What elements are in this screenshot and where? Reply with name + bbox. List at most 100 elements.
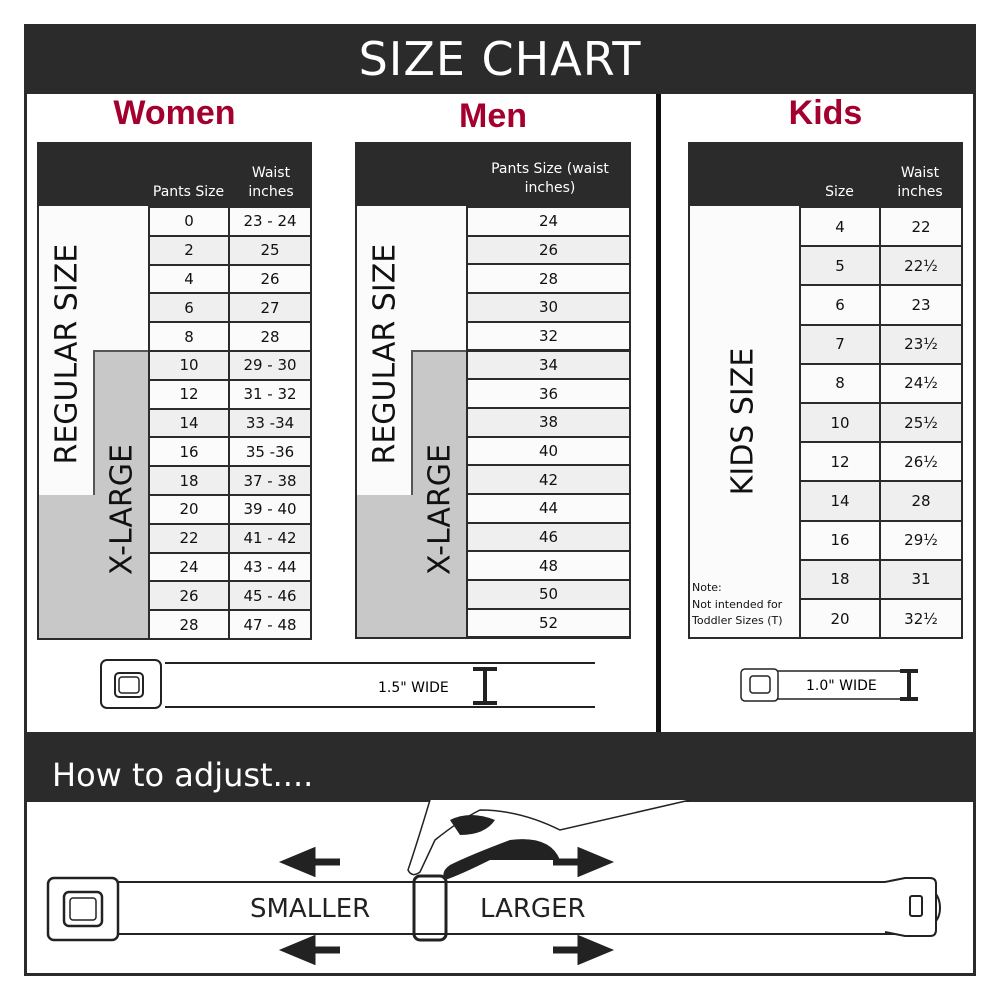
kids-waist-cell: 23 <box>879 284 963 326</box>
women-pants-size-cell: 28 <box>148 609 230 640</box>
women-pants-size-cell: 26 <box>148 580 230 612</box>
kids-table: Size Waist inches KIDS SIZE Note: Not in… <box>688 142 963 640</box>
adult-belt-width: 1.5" WIDE <box>378 680 449 696</box>
kids-region <box>690 206 799 637</box>
women-pants-size-cell: 10 <box>148 350 230 381</box>
women-waist-cell: 37 - 38 <box>228 465 312 496</box>
kids-waist-cell: 29½ <box>879 519 963 561</box>
arrow-left-icon <box>278 846 340 878</box>
women-pants-size-cell: 24 <box>148 551 230 583</box>
kids-size-cell: 18 <box>799 558 881 600</box>
how-to-adjust-title: How to adjust.... <box>24 732 976 802</box>
kids-waist-header: Waist inches <box>897 165 943 200</box>
kids-waist-cell: 23½ <box>879 323 963 365</box>
arrow-left-icon <box>278 934 340 966</box>
kids-size-cell: 6 <box>799 284 881 326</box>
women-pants-size-cell: 8 <box>148 321 230 352</box>
women-xlarge-label: X-LARGE <box>104 444 140 575</box>
men-pants-size-cell: 44 <box>466 493 631 524</box>
adjust-belt-illustration <box>46 800 942 966</box>
women-pants-size-cell: 4 <box>148 263 230 295</box>
kids-waist-cell: 22½ <box>879 245 963 287</box>
kids-note-text: Not intended for Toddler Sizes (T) <box>692 598 783 627</box>
women-pants-size-cell: 16 <box>148 436 230 468</box>
kids-waist-cell: 22 <box>879 206 963 248</box>
men-pants-size-cell: 48 <box>466 550 631 582</box>
women-waist-cell: 27 <box>228 292 312 324</box>
men-pants-size-cell: 28 <box>466 263 631 295</box>
kids-size-label: KIDS SIZE <box>725 347 761 496</box>
women-waist-cell: 33 -34 <box>228 407 312 439</box>
men-pants-size-cell: 52 <box>466 607 631 639</box>
page-title: SIZE CHART <box>24 24 976 94</box>
women-pants-size-cell: 18 <box>148 465 230 496</box>
women-header: Pants Size Waist inches <box>37 142 312 206</box>
women-waist-header: Waist inches <box>248 165 294 200</box>
kids-waist-cell: 25½ <box>879 402 963 444</box>
men-pants-size-cell: 26 <box>466 234 631 266</box>
women-waist-cell: 25 <box>228 234 312 266</box>
men-pants-size-cell: 24 <box>466 206 631 237</box>
men-pants-size-cell: 36 <box>466 378 631 409</box>
men-pants-size-cell: 32 <box>466 320 631 352</box>
kids-size-cell: 14 <box>799 480 881 522</box>
men-pants-size-cell: 42 <box>466 464 631 495</box>
women-waist-cell: 41 - 42 <box>228 522 312 554</box>
kids-belt-illustration <box>740 668 918 702</box>
women-waist-cell: 39 - 40 <box>228 494 312 525</box>
kids-waist-cell: 26½ <box>879 441 963 483</box>
kids-header: Size Waist inches <box>688 142 963 206</box>
kids-size-cell: 10 <box>799 402 881 444</box>
men-xlarge-label: X-LARGE <box>422 444 458 575</box>
kids-size-cell: 20 <box>799 598 881 640</box>
larger-label: LARGER <box>480 894 586 924</box>
women-xlarge-notch <box>93 350 148 495</box>
kids-size-cell: 5 <box>799 245 881 287</box>
men-title: Men <box>459 97 527 135</box>
kids-size-cell: 4 <box>799 206 881 248</box>
men-table: Pants Size (waist inches) REGULAR SIZE X… <box>355 142 631 639</box>
women-table: Pants Size Waist inches REGULAR SIZE X-L… <box>37 142 312 640</box>
women-pants-size-cell: 22 <box>148 522 230 554</box>
men-pants-size-header: Pants Size (waist inches) <box>491 161 609 196</box>
section-divider <box>656 94 661 732</box>
men-pants-size-cell: 50 <box>466 579 631 610</box>
men-pants-size-cell: 38 <box>466 406 631 438</box>
kids-waist-cell: 24½ <box>879 362 963 404</box>
women-regular-label: REGULAR SIZE <box>49 243 85 465</box>
men-pants-size-cell: 30 <box>466 292 631 323</box>
women-waist-cell: 47 - 48 <box>228 609 312 640</box>
arrow-right-icon <box>553 934 615 966</box>
women-pants-size-cell: 2 <box>148 234 230 266</box>
kids-size-cell: 7 <box>799 323 881 365</box>
men-pants-size-cell: 40 <box>466 435 631 467</box>
kids-size-cell: 16 <box>799 519 881 561</box>
women-pants-size-cell: 0 <box>148 206 230 237</box>
men-pants-size-cell: 46 <box>466 521 631 553</box>
women-waist-cell: 26 <box>228 263 312 295</box>
women-pants-size-cell: 14 <box>148 407 230 439</box>
women-waist-cell: 29 - 30 <box>228 350 312 381</box>
women-waist-cell: 35 -36 <box>228 436 312 468</box>
women-waist-cell: 23 - 24 <box>228 206 312 237</box>
women-pants-size-cell: 12 <box>148 378 230 410</box>
women-pants-size-header: Pants Size <box>152 184 225 200</box>
men-header: Pants Size (waist inches) <box>355 142 631 206</box>
women-waist-cell: 45 - 46 <box>228 580 312 612</box>
adult-belt-illustration <box>100 659 595 709</box>
kids-size-cell: 8 <box>799 362 881 404</box>
women-pants-size-cell: 20 <box>148 494 230 525</box>
women-waist-cell: 28 <box>228 321 312 352</box>
women-waist-cell: 31 - 32 <box>228 378 312 410</box>
kids-size-cell: 12 <box>799 441 881 483</box>
kids-size-header: Size <box>825 184 854 200</box>
arrow-right-icon <box>553 846 615 878</box>
kids-waist-cell: 31 <box>879 558 963 600</box>
women-pants-size-cell: 6 <box>148 292 230 324</box>
men-xlarge-notch <box>411 350 466 495</box>
smaller-label: SMALLER <box>250 894 371 924</box>
men-regular-label: REGULAR SIZE <box>367 243 403 465</box>
kids-title: Kids <box>788 94 863 132</box>
kids-note-label: Note: <box>692 581 722 594</box>
kids-belt-width: 1.0" WIDE <box>806 678 877 694</box>
